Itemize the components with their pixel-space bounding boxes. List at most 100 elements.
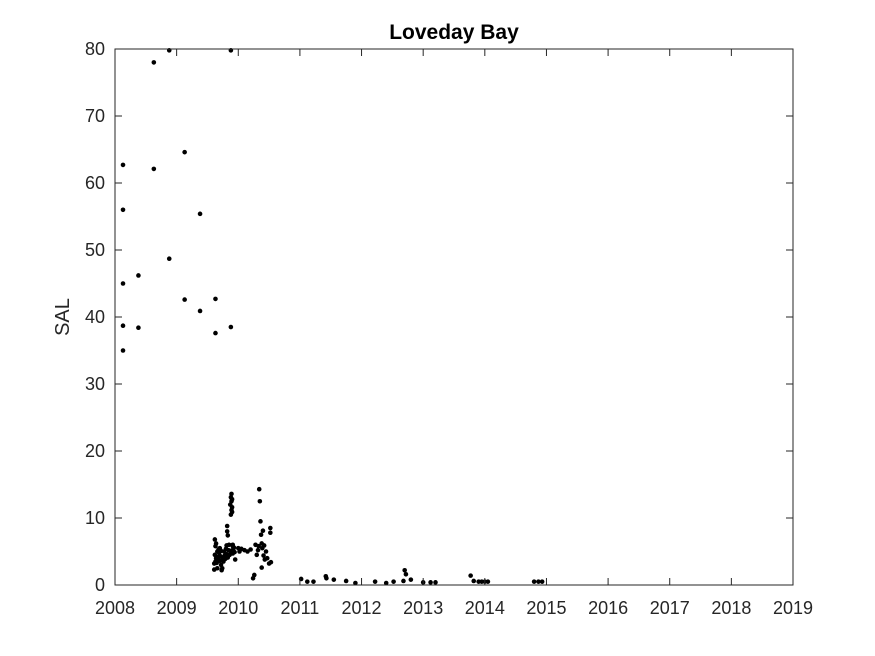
data-point <box>263 549 269 554</box>
y-tick-label: 0 <box>95 575 105 595</box>
data-point <box>311 579 316 584</box>
x-axis-ticks: 2008 2009 2010 2011 2012 2013 2014 2015 2016 2017… <box>95 49 813 618</box>
y-tick-label: 40 <box>85 307 105 327</box>
data-point <box>408 577 414 582</box>
data-point <box>254 552 260 558</box>
data-point <box>219 565 225 571</box>
data-point <box>151 166 157 172</box>
data-point <box>213 541 219 546</box>
data-point <box>224 529 230 534</box>
data-point <box>215 565 220 571</box>
data-point <box>331 577 337 582</box>
data-point <box>471 578 477 584</box>
data-point <box>258 519 263 524</box>
data-point <box>166 256 172 262</box>
data-point <box>182 149 187 155</box>
data-point <box>433 580 438 585</box>
data-point <box>324 576 329 581</box>
data-point <box>402 567 407 573</box>
x-tick-label: 2016 <box>588 598 628 618</box>
data-point <box>120 348 126 353</box>
x-tick-label: 2019 <box>773 598 813 618</box>
data-point <box>485 579 491 584</box>
data-point <box>539 579 545 584</box>
data-point <box>268 530 273 536</box>
data-point <box>212 537 218 542</box>
data-point <box>383 580 389 586</box>
x-tick-label: 2011 <box>281 598 320 618</box>
plot-area <box>115 49 793 585</box>
data-point <box>226 542 232 548</box>
data-point <box>343 578 349 584</box>
data-point <box>268 559 274 565</box>
data-point <box>229 509 235 515</box>
x-tick-label: 2018 <box>711 598 751 618</box>
data-point <box>536 579 541 584</box>
y-tick-label: 50 <box>85 240 105 260</box>
y-tick-label: 30 <box>85 374 105 394</box>
data-point <box>213 330 218 336</box>
y-tick-label: 20 <box>85 441 105 461</box>
data-point <box>428 580 433 585</box>
data-point <box>232 549 237 555</box>
data-point <box>120 323 126 329</box>
y-tick-label: 60 <box>85 173 105 193</box>
data-point <box>229 504 235 510</box>
x-tick-label: 2014 <box>465 598 505 618</box>
data-point <box>225 533 231 538</box>
data-point <box>259 565 264 570</box>
data-point <box>217 558 223 564</box>
data-point <box>391 579 396 584</box>
data-point <box>197 211 203 217</box>
y-tick-label: 70 <box>85 106 105 126</box>
data-point <box>403 571 409 577</box>
data-point <box>305 579 310 584</box>
data-point <box>261 543 267 548</box>
data-point <box>257 498 263 504</box>
x-tick-label: 2012 <box>342 598 382 618</box>
data-point <box>136 325 141 331</box>
data-point <box>120 207 126 213</box>
data-point <box>264 555 270 561</box>
y-axis-label: SAL <box>52 298 74 336</box>
data-point <box>120 281 126 286</box>
y-axis-ticks: 0 10 20 30 40 50 60 70 80 <box>85 39 793 595</box>
x-tick-label: 2010 <box>218 598 258 618</box>
chart-title: Loveday Bay <box>389 21 519 44</box>
data-point <box>531 579 537 584</box>
data-point <box>232 557 238 562</box>
data-point <box>248 547 253 552</box>
data-point <box>182 297 187 302</box>
data-point <box>197 308 203 314</box>
data-point <box>268 525 273 531</box>
data-point <box>353 580 358 586</box>
data-point <box>229 496 235 502</box>
data-point <box>468 573 473 578</box>
data-point <box>372 579 378 584</box>
y-tick-label: 10 <box>85 508 105 528</box>
data-point <box>229 491 234 497</box>
data-point <box>231 545 237 550</box>
data-point <box>401 578 406 584</box>
data-point <box>258 532 264 538</box>
plot-frame <box>114 48 794 586</box>
data-point <box>251 572 257 578</box>
x-tick-label: 2008 <box>95 598 135 618</box>
data-point <box>260 528 266 534</box>
data-point <box>261 553 266 558</box>
data-point <box>120 162 126 168</box>
data-point <box>255 547 261 553</box>
data-points <box>120 48 545 586</box>
y-tick-label: 80 <box>85 39 105 59</box>
data-point <box>213 296 218 302</box>
data-point <box>224 523 230 529</box>
data-point <box>256 486 262 492</box>
data-point <box>151 60 157 65</box>
x-tick-label: 2015 <box>526 598 566 618</box>
x-tick-label: 2013 <box>403 598 443 618</box>
x-tick-label: 2017 <box>650 598 690 618</box>
data-point <box>136 273 141 278</box>
x-tick-label: 2009 <box>157 598 197 618</box>
data-point <box>228 324 234 330</box>
